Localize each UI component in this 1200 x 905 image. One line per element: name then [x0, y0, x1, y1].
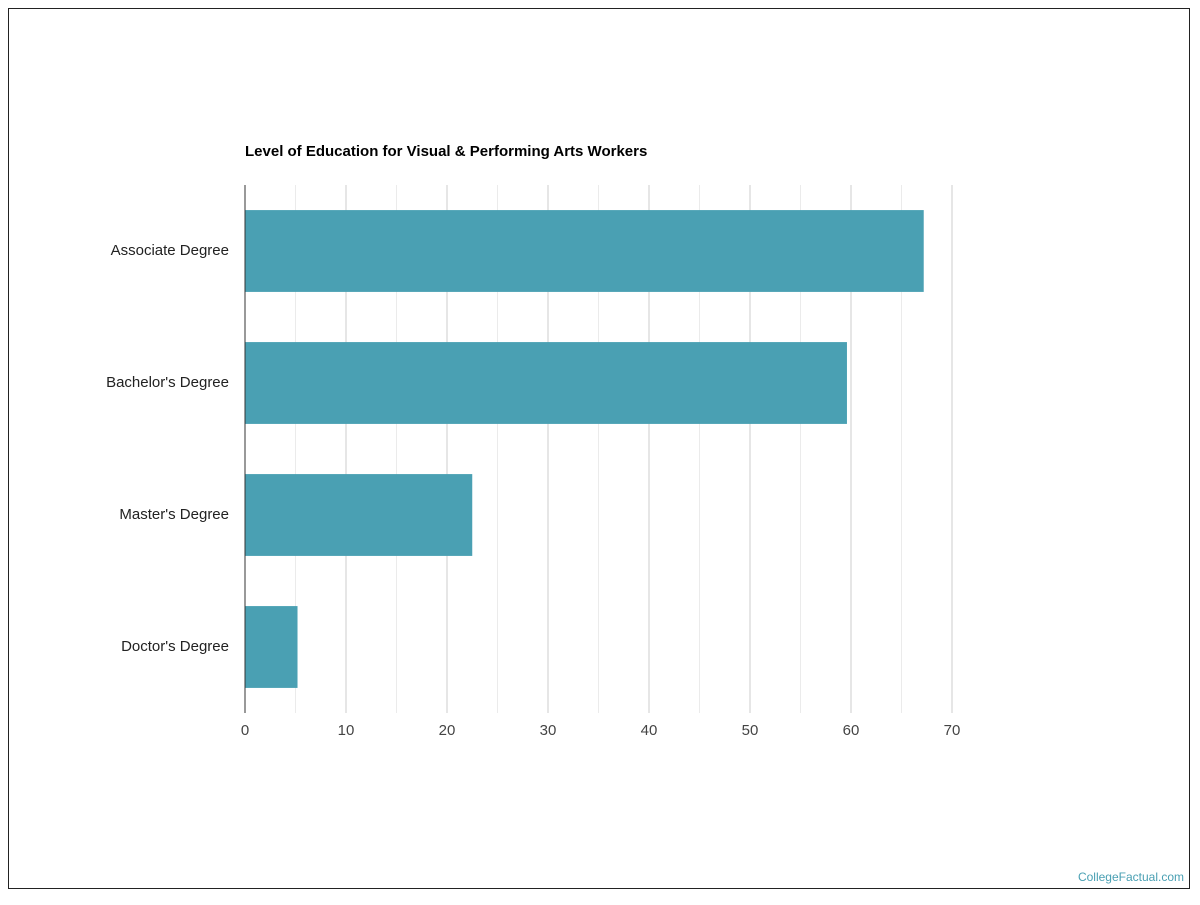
x-tick-label: 0	[241, 722, 249, 739]
x-tick-label: 50	[742, 722, 759, 739]
x-tick-label: 30	[540, 722, 557, 739]
y-tick-label: Bachelor's Degree	[106, 374, 229, 391]
bar	[245, 606, 298, 688]
x-tick-label: 40	[641, 722, 658, 739]
x-tick-label: 20	[439, 722, 456, 739]
x-tick-label: 10	[338, 722, 355, 739]
bar	[245, 342, 847, 424]
y-tick-label: Associate Degree	[111, 242, 229, 259]
bar	[245, 474, 473, 556]
x-tick-label: 70	[944, 722, 961, 739]
bar	[245, 210, 924, 292]
watermark[interactable]: CollegeFactual.com	[1078, 870, 1184, 884]
y-tick-label: Master's Degree	[119, 506, 229, 523]
x-tick-label: 60	[843, 722, 860, 739]
chart-title: Level of Education for Visual & Performi…	[245, 143, 647, 160]
y-tick-label: Doctor's Degree	[121, 638, 229, 655]
